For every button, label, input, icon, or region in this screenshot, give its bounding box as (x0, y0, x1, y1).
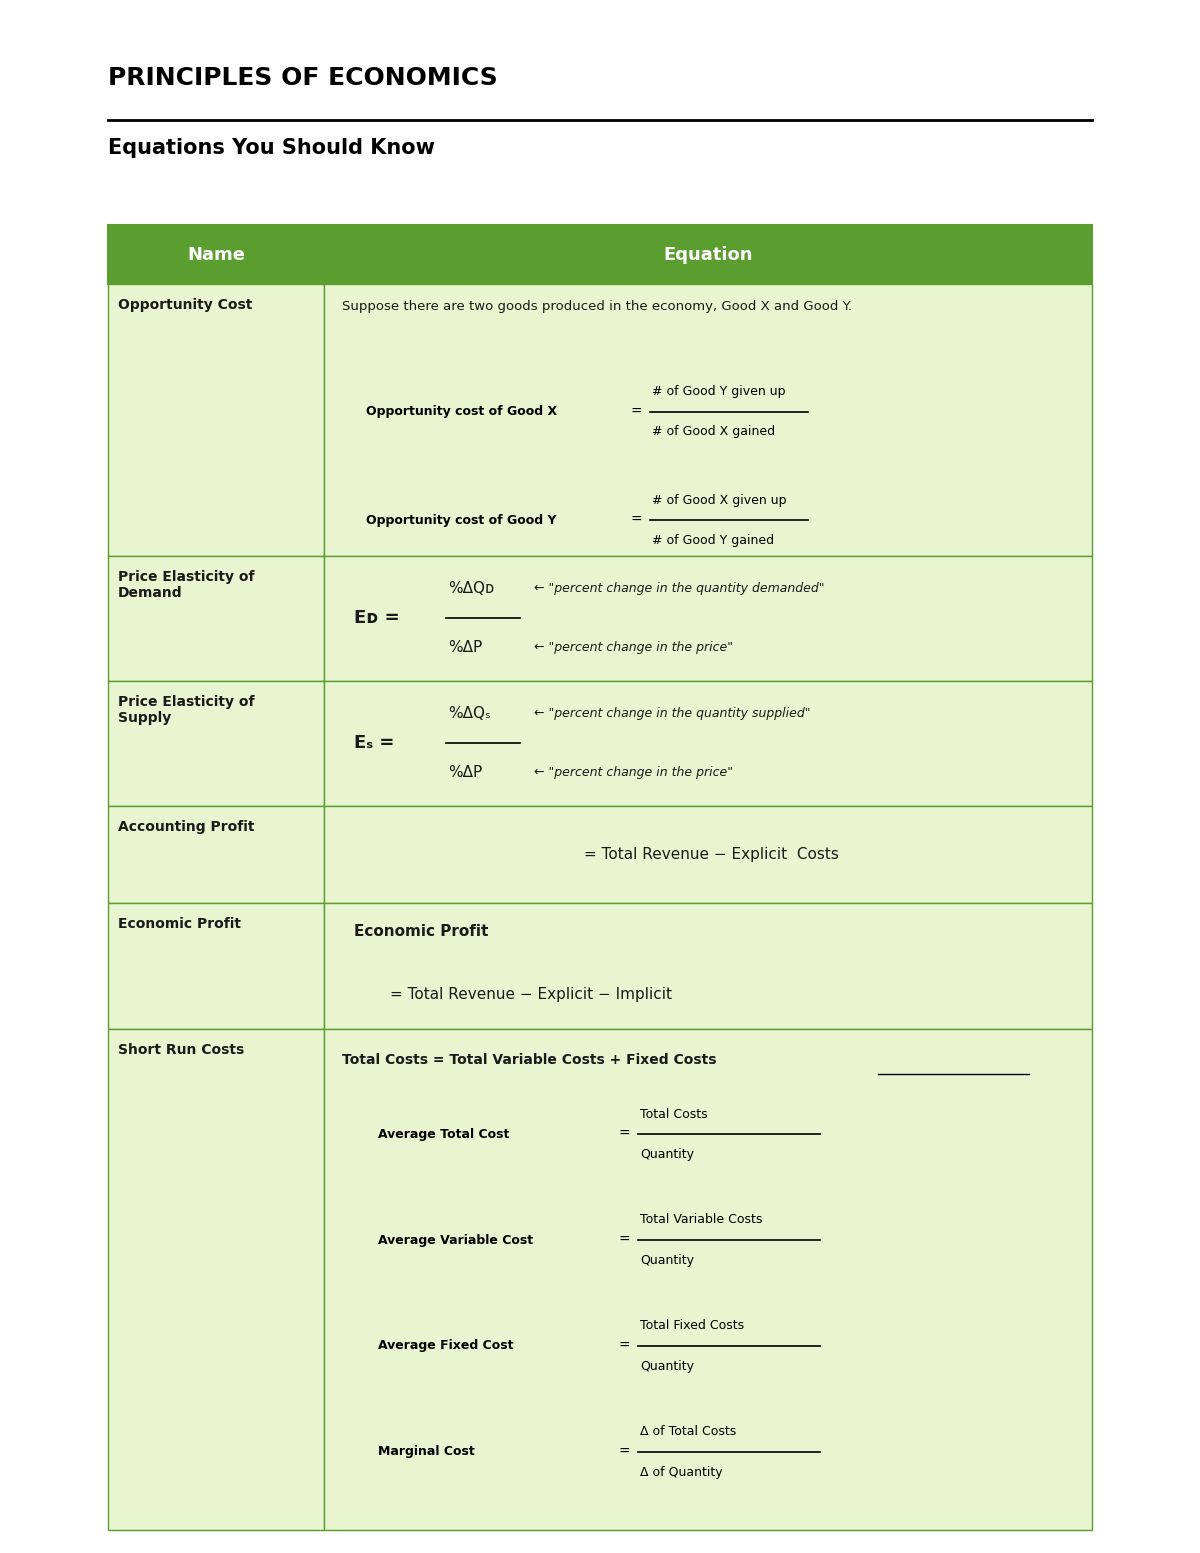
FancyBboxPatch shape (324, 680, 1092, 806)
Text: =: = (618, 1339, 630, 1353)
Text: Δ of Total Costs: Δ of Total Costs (640, 1426, 737, 1438)
Text: =: = (618, 1233, 630, 1247)
Text: PRINCIPLES OF ECONOMICS: PRINCIPLES OF ECONOMICS (108, 67, 498, 90)
Text: Equations You Should Know: Equations You Should Know (108, 138, 434, 158)
Text: =: = (618, 1444, 630, 1458)
FancyBboxPatch shape (108, 1028, 324, 1530)
Text: =: = (630, 512, 642, 528)
Text: Total Costs = Total Variable Costs + Fixed Costs: Total Costs = Total Variable Costs + Fix… (342, 1053, 716, 1067)
Text: ← "percent change in the price": ← "percent change in the price" (534, 641, 733, 654)
Text: %ΔQᴅ: %ΔQᴅ (448, 581, 494, 596)
Text: Opportunity cost of Good X: Opportunity cost of Good X (366, 405, 558, 418)
Text: Economic Profit: Economic Profit (118, 918, 241, 932)
Text: ← "percent change in the quantity demanded": ← "percent change in the quantity demand… (534, 582, 824, 595)
Text: # of Good X given up: # of Good X given up (652, 494, 786, 506)
Text: Suppose there are two goods produced in the economy, Good X and Good Y.: Suppose there are two goods produced in … (342, 300, 853, 312)
Text: Average Fixed Cost: Average Fixed Cost (378, 1340, 514, 1353)
FancyBboxPatch shape (108, 680, 324, 806)
FancyBboxPatch shape (324, 904, 1092, 1028)
Text: ← "percent change in the quantity supplied": ← "percent change in the quantity suppli… (534, 708, 811, 721)
Text: Total Costs: Total Costs (640, 1107, 708, 1121)
Text: ← "percent change in the price": ← "percent change in the price" (534, 767, 733, 780)
FancyBboxPatch shape (108, 556, 324, 680)
Text: =: = (618, 1127, 630, 1141)
Text: Quantity: Quantity (640, 1360, 694, 1373)
Text: Name: Name (187, 245, 245, 264)
FancyBboxPatch shape (324, 1028, 1092, 1530)
Text: Quantity: Quantity (640, 1253, 694, 1267)
Text: # of Good Y gained: # of Good Y gained (652, 534, 774, 547)
Text: Eᴅ =: Eᴅ = (354, 609, 400, 627)
Text: Marginal Cost: Marginal Cost (378, 1446, 475, 1458)
FancyBboxPatch shape (108, 904, 324, 1028)
Text: Total Fixed Costs: Total Fixed Costs (640, 1320, 744, 1332)
Text: Average Total Cost: Average Total Cost (378, 1127, 510, 1141)
Text: Opportunity Cost: Opportunity Cost (118, 298, 252, 312)
Text: Short Run Costs: Short Run Costs (118, 1042, 244, 1056)
Text: %ΔQₛ: %ΔQₛ (448, 707, 491, 722)
FancyBboxPatch shape (108, 225, 1092, 284)
Text: Quantity: Quantity (640, 1148, 694, 1162)
Text: Total Variable Costs: Total Variable Costs (640, 1213, 762, 1227)
Text: Opportunity cost of Good Y: Opportunity cost of Good Y (366, 514, 557, 526)
Text: # of Good X gained: # of Good X gained (652, 426, 775, 438)
FancyBboxPatch shape (324, 556, 1092, 680)
Text: %ΔP: %ΔP (448, 640, 482, 655)
Text: Equation: Equation (664, 245, 752, 264)
Text: # of Good Y given up: # of Good Y given up (652, 385, 786, 398)
FancyBboxPatch shape (108, 806, 324, 904)
Text: Price Elasticity of
Demand: Price Elasticity of Demand (118, 570, 254, 599)
FancyBboxPatch shape (108, 284, 324, 556)
Text: Economic Profit: Economic Profit (354, 924, 488, 940)
Text: = Total Revenue − Explicit − Implicit: = Total Revenue − Explicit − Implicit (390, 986, 672, 1002)
Text: =: = (630, 404, 642, 419)
FancyBboxPatch shape (324, 806, 1092, 904)
Text: %ΔP: %ΔP (448, 766, 482, 781)
Text: Δ of Quantity: Δ of Quantity (640, 1466, 722, 1478)
Text: Price Elasticity of
Supply: Price Elasticity of Supply (118, 694, 254, 725)
Text: Accounting Profit: Accounting Profit (118, 820, 254, 834)
Text: Eₛ =: Eₛ = (354, 735, 395, 753)
Text: = Total Revenue − Explicit  Costs: = Total Revenue − Explicit Costs (584, 848, 839, 862)
Text: Average Variable Cost: Average Variable Cost (378, 1233, 534, 1247)
FancyBboxPatch shape (324, 284, 1092, 556)
